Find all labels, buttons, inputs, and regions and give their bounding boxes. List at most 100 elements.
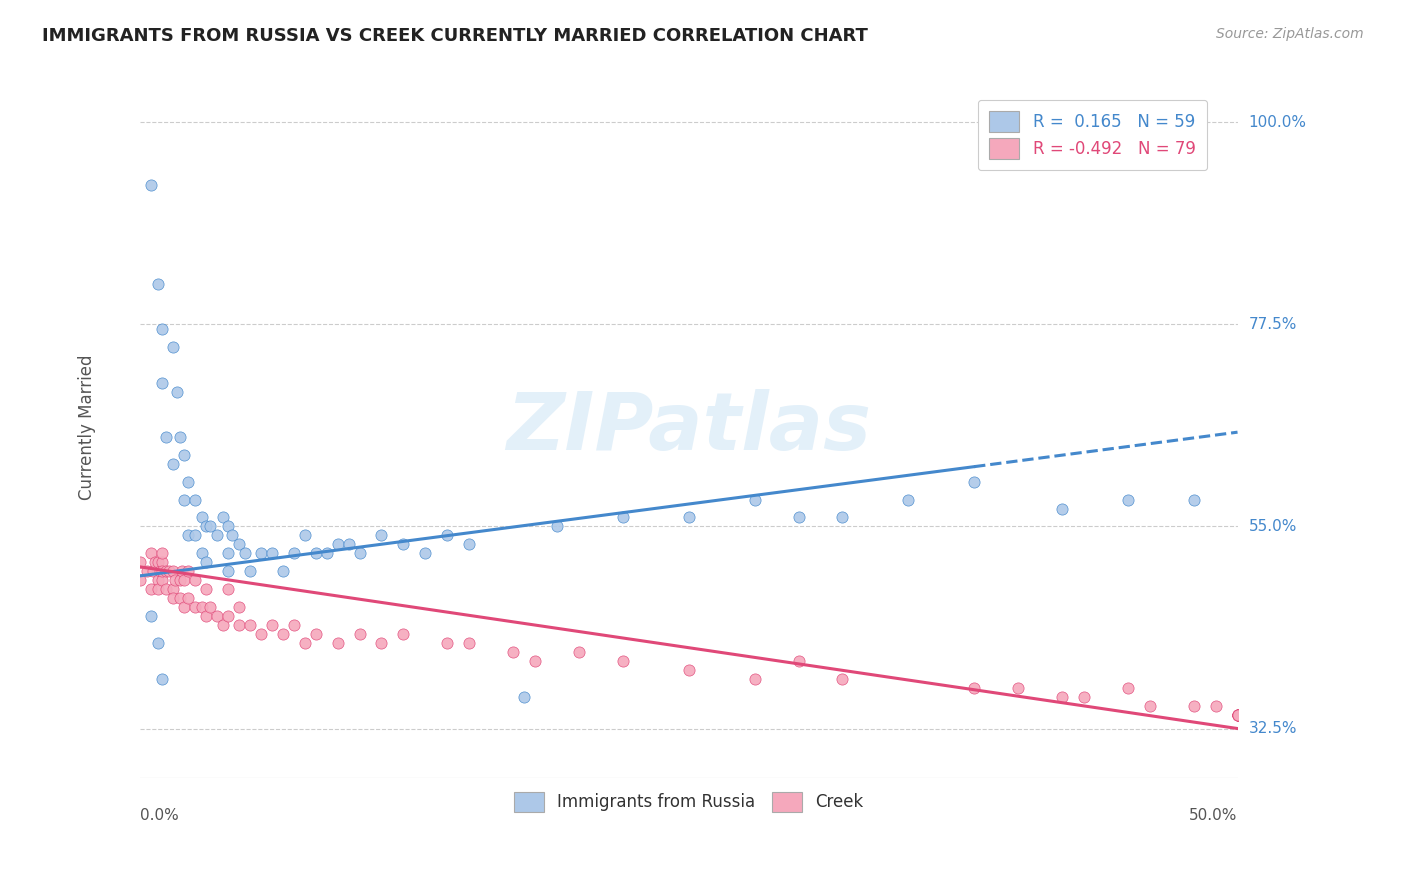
Point xyxy=(546,519,568,533)
Point xyxy=(162,591,184,606)
Point xyxy=(150,322,173,336)
Point xyxy=(568,645,591,659)
Text: ZIPatlas: ZIPatlas xyxy=(506,389,872,467)
Point xyxy=(142,565,165,579)
Point xyxy=(304,627,326,641)
Point xyxy=(235,546,257,560)
Legend: Immigrants from Russia, Creek: Immigrants from Russia, Creek xyxy=(508,785,870,819)
Point xyxy=(146,555,169,569)
Point xyxy=(612,654,634,668)
Point xyxy=(436,636,458,650)
Point xyxy=(157,565,180,579)
Point xyxy=(502,645,524,659)
Point xyxy=(239,618,262,632)
Point xyxy=(194,609,217,624)
Point xyxy=(260,546,283,560)
Point xyxy=(139,178,162,193)
Point xyxy=(1226,708,1249,723)
Point xyxy=(177,591,200,606)
Point xyxy=(1116,492,1139,507)
Point xyxy=(162,582,184,597)
Point xyxy=(190,600,212,615)
Text: 100.0%: 100.0% xyxy=(1249,115,1306,130)
Point xyxy=(513,690,536,705)
Point xyxy=(146,574,169,588)
Point xyxy=(162,565,184,579)
Point xyxy=(963,681,986,695)
Point xyxy=(897,492,920,507)
Point xyxy=(436,528,458,542)
Text: 77.5%: 77.5% xyxy=(1249,317,1296,332)
Text: 0.0%: 0.0% xyxy=(141,808,179,823)
Point xyxy=(162,457,184,471)
Point xyxy=(217,546,239,560)
Point xyxy=(146,582,169,597)
Point xyxy=(205,528,228,542)
Point xyxy=(1007,681,1029,695)
Point xyxy=(294,636,316,650)
Point xyxy=(326,537,349,551)
Point xyxy=(139,609,162,624)
Point xyxy=(190,510,212,524)
Point xyxy=(326,636,349,650)
Point xyxy=(212,510,235,524)
Point xyxy=(1226,708,1249,723)
Point xyxy=(135,565,157,579)
Point xyxy=(194,555,217,569)
Point xyxy=(146,277,169,291)
Point xyxy=(145,555,167,569)
Point xyxy=(221,528,243,542)
Point xyxy=(370,528,392,542)
Point xyxy=(217,565,239,579)
Point xyxy=(612,510,634,524)
Point xyxy=(831,672,853,686)
Point xyxy=(831,510,853,524)
Text: 32.5%: 32.5% xyxy=(1249,721,1298,736)
Point xyxy=(173,448,195,462)
Point xyxy=(228,618,250,632)
Point xyxy=(337,537,360,551)
Point xyxy=(249,546,271,560)
Point xyxy=(392,627,415,641)
Point xyxy=(1226,708,1249,723)
Point xyxy=(787,510,810,524)
Point xyxy=(1226,708,1249,723)
Point xyxy=(1116,681,1139,695)
Point xyxy=(271,565,294,579)
Point xyxy=(155,565,177,579)
Point xyxy=(173,574,195,588)
Point xyxy=(228,537,250,551)
Point xyxy=(165,574,187,588)
Point xyxy=(212,618,235,632)
Point xyxy=(1205,699,1227,714)
Point xyxy=(239,565,262,579)
Point xyxy=(1226,708,1249,723)
Point xyxy=(294,528,316,542)
Point xyxy=(169,591,191,606)
Point xyxy=(173,600,195,615)
Point xyxy=(184,600,207,615)
Point xyxy=(1073,690,1095,705)
Point xyxy=(260,618,283,632)
Point xyxy=(146,636,169,650)
Point xyxy=(162,340,184,354)
Point xyxy=(217,519,239,533)
Point xyxy=(177,475,200,489)
Point xyxy=(304,546,326,560)
Point xyxy=(150,672,173,686)
Point xyxy=(217,582,239,597)
Point xyxy=(177,528,200,542)
Point xyxy=(963,475,986,489)
Point xyxy=(194,582,217,597)
Text: Currently Married: Currently Married xyxy=(79,355,96,500)
Point xyxy=(1182,699,1205,714)
Point xyxy=(1050,501,1073,516)
Point xyxy=(283,618,305,632)
Point xyxy=(150,555,173,569)
Point xyxy=(1182,492,1205,507)
Point xyxy=(150,546,173,560)
Point xyxy=(166,384,188,399)
Point xyxy=(524,654,547,668)
Point xyxy=(184,574,207,588)
Point xyxy=(169,430,191,444)
